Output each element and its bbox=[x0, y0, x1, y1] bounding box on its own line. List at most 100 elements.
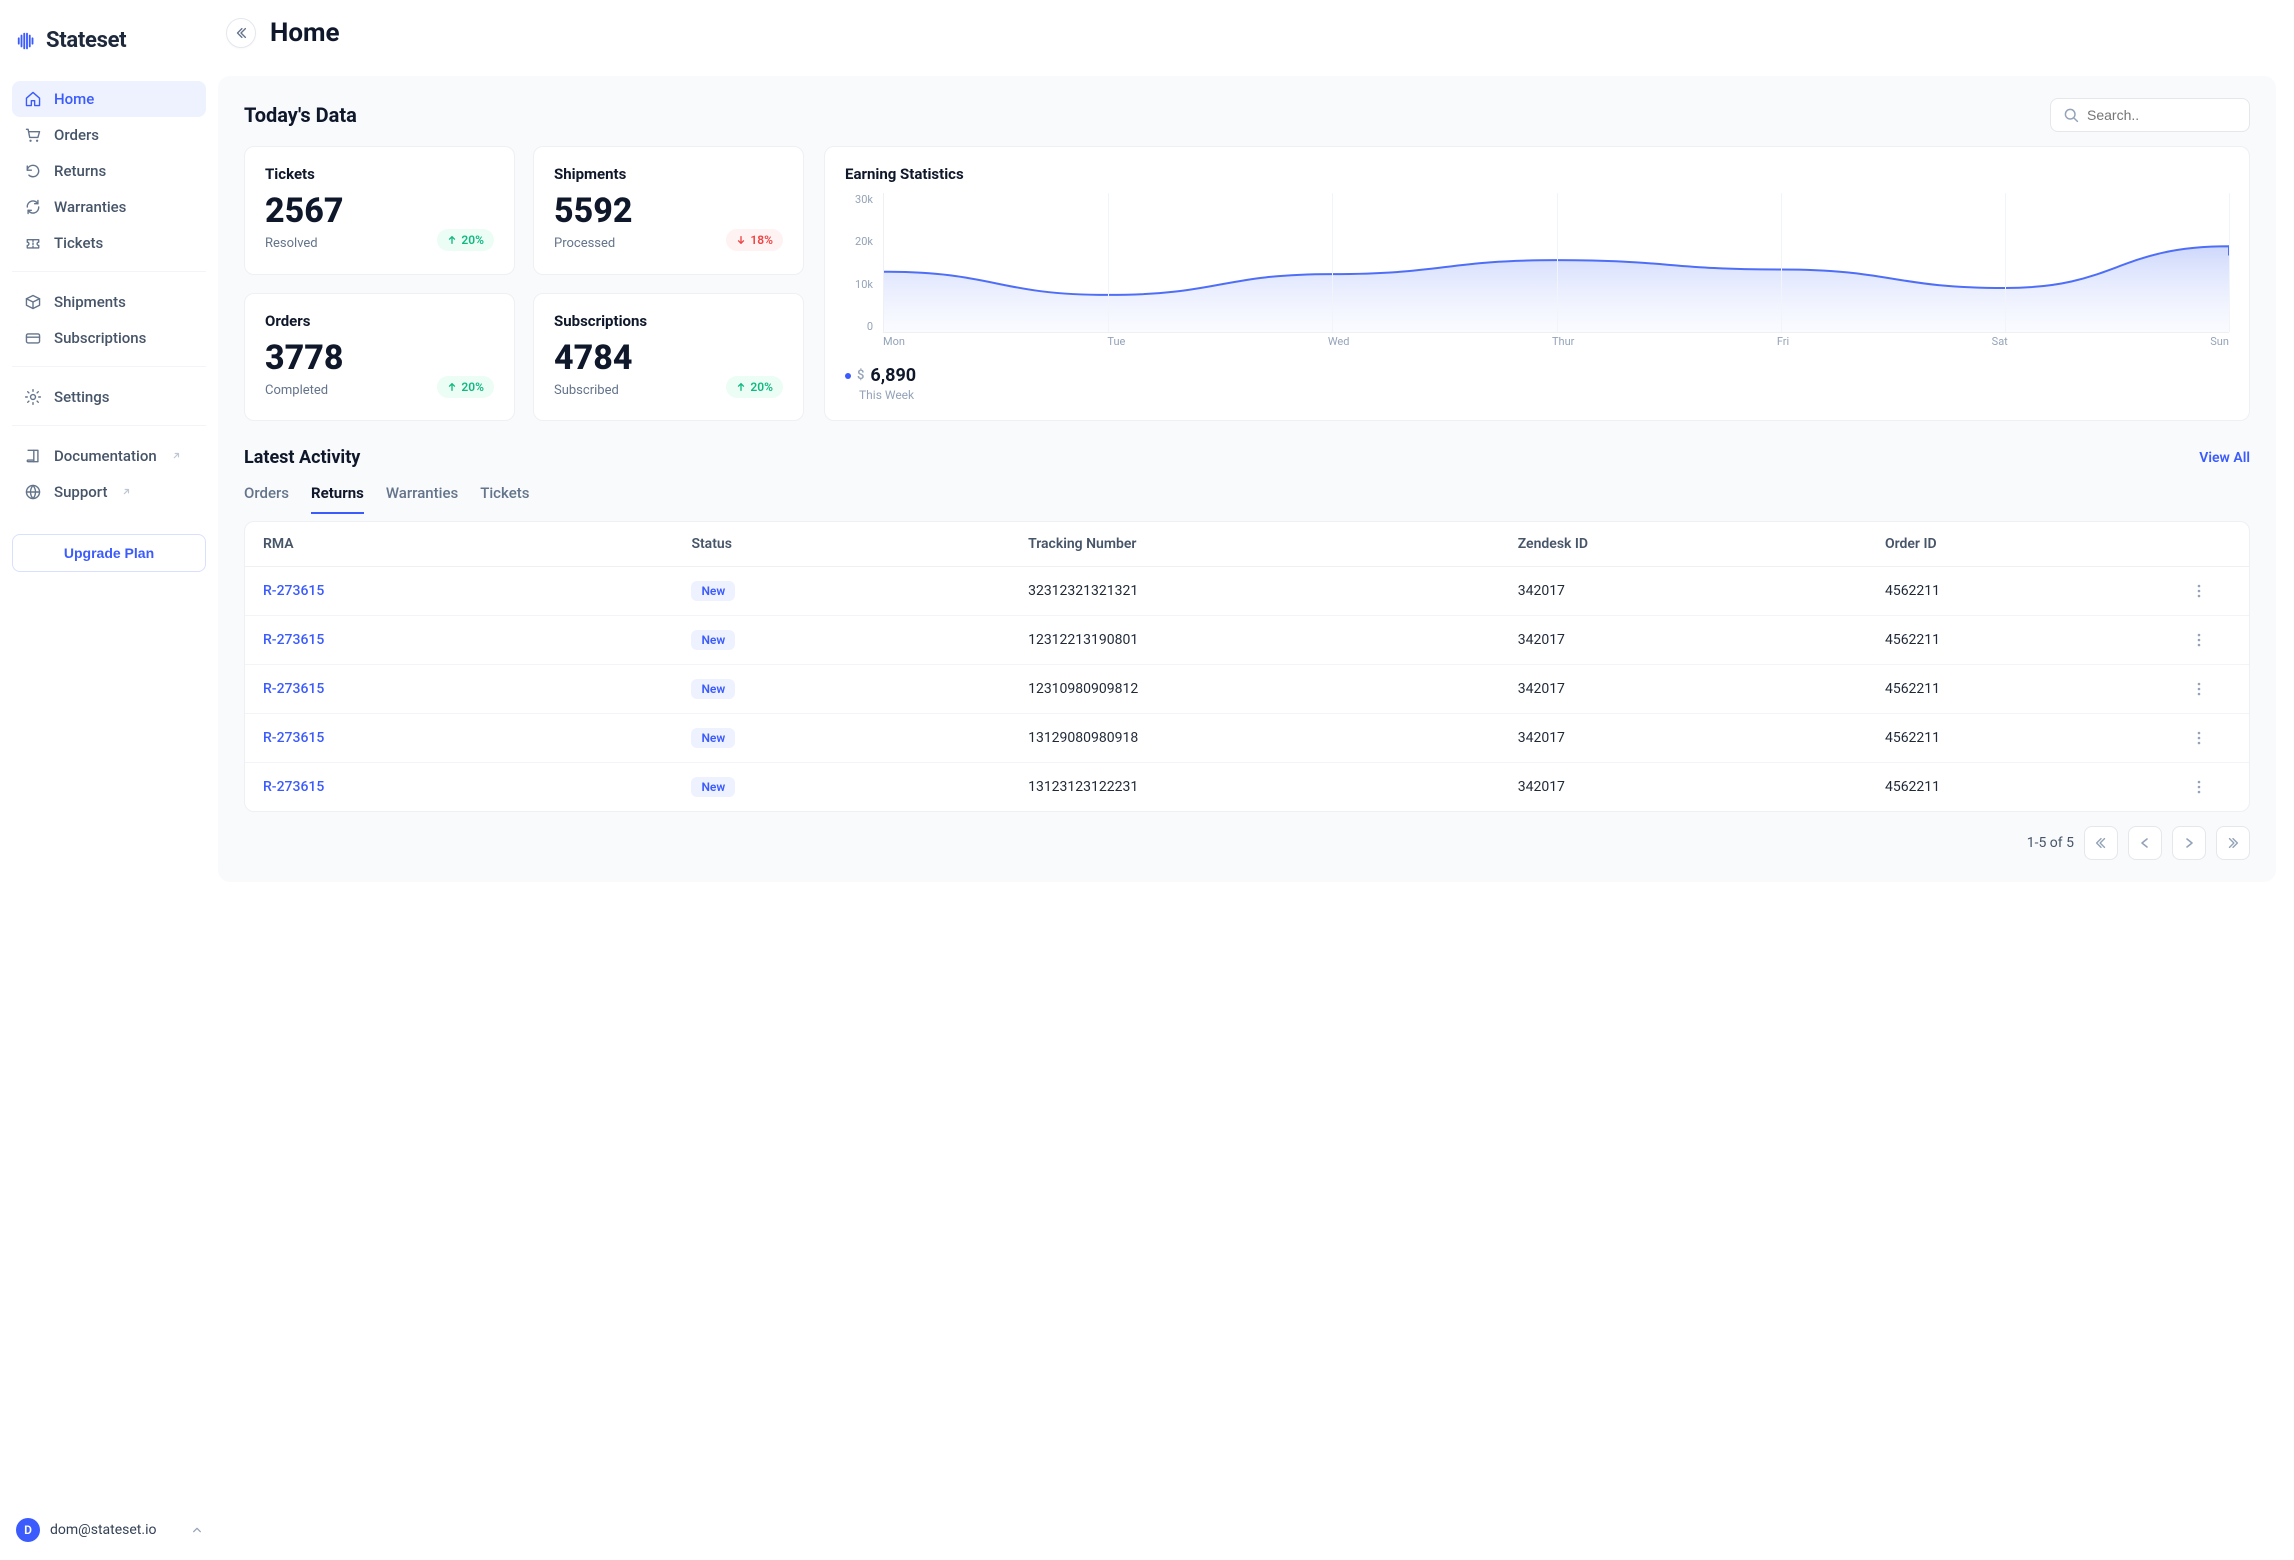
search-input[interactable] bbox=[2087, 107, 2237, 123]
table-col-header: Tracking Number bbox=[1028, 536, 1518, 552]
table-row: R-273615New123122131908013420174562211 bbox=[245, 616, 2249, 665]
chart-y-tick: 20k bbox=[845, 235, 873, 248]
chart-x-tick: Mon bbox=[883, 335, 905, 353]
sidebar-item-documentation[interactable]: Documentation bbox=[12, 438, 206, 474]
kpi-subtext: Processed bbox=[554, 236, 632, 251]
sidebar-item-settings[interactable]: Settings bbox=[12, 379, 206, 415]
row-actions-button[interactable] bbox=[2191, 583, 2231, 599]
refresh-icon bbox=[24, 198, 42, 216]
box-icon bbox=[24, 293, 42, 311]
kpi-title: Orders bbox=[265, 312, 494, 330]
sidebar-item-support[interactable]: Support bbox=[12, 474, 206, 510]
tracking-number: 13129080980918 bbox=[1028, 730, 1518, 746]
chart-amount-value: 6,890 bbox=[870, 365, 916, 386]
zendesk-id: 342017 bbox=[1518, 681, 1885, 697]
table-row: R-273615New323123213213213420174562211 bbox=[245, 567, 2249, 616]
page-prev-button[interactable] bbox=[2128, 826, 2162, 860]
upgrade-plan-button[interactable]: Upgrade Plan bbox=[12, 534, 206, 572]
sidebar-item-label: Shipments bbox=[54, 293, 126, 311]
sidebar-item-shipments[interactable]: Shipments bbox=[12, 284, 206, 320]
home-icon bbox=[24, 90, 42, 108]
chart-area: 30k20k10k0 MonTueWedThurFriSatSun bbox=[845, 193, 2229, 353]
kpi-value: 3778 bbox=[265, 340, 343, 377]
external-link-icon bbox=[121, 487, 131, 497]
ticket-icon bbox=[24, 234, 42, 252]
activity-table: RMAStatusTracking NumberZendesk IDOrder … bbox=[244, 521, 2250, 812]
tab-orders[interactable]: Orders bbox=[244, 478, 289, 514]
rma-link[interactable]: R-273615 bbox=[263, 779, 324, 795]
row-actions-button[interactable] bbox=[2191, 681, 2231, 697]
kpi-delta-badge: 20% bbox=[726, 376, 783, 398]
sidebar-item-label: Documentation bbox=[54, 447, 157, 465]
chart-amount: $ 6,890 bbox=[845, 365, 2229, 386]
status-badge: New bbox=[691, 630, 735, 650]
globe-icon bbox=[24, 483, 42, 501]
chart-currency: $ bbox=[857, 368, 864, 383]
kpi-delta-badge: 20% bbox=[437, 229, 494, 251]
sidebar-item-warranties[interactable]: Warranties bbox=[12, 189, 206, 225]
collapse-sidebar-button[interactable] bbox=[226, 18, 256, 48]
status-badge: New bbox=[691, 728, 735, 748]
card-icon bbox=[24, 329, 42, 347]
tab-tickets[interactable]: Tickets bbox=[480, 478, 529, 514]
kpi-subtext: Completed bbox=[265, 383, 343, 398]
rma-link[interactable]: R-273615 bbox=[263, 730, 324, 746]
chart-x-tick: Thur bbox=[1552, 335, 1574, 353]
kpi-value: 2567 bbox=[265, 193, 343, 230]
sidebar-item-tickets[interactable]: Tickets bbox=[12, 225, 206, 261]
row-actions-button[interactable] bbox=[2191, 632, 2231, 648]
kpi-delta-badge: 18% bbox=[726, 229, 783, 251]
tab-returns[interactable]: Returns bbox=[311, 478, 364, 514]
sidebar-item-label: Settings bbox=[54, 388, 110, 406]
table-col-header: Status bbox=[691, 536, 1028, 552]
search-icon bbox=[2063, 107, 2079, 123]
sidebar-item-home[interactable]: Home bbox=[12, 81, 206, 117]
arrow-down-icon bbox=[736, 235, 746, 245]
arrow-up-icon bbox=[736, 382, 746, 392]
tracking-number: 13123123122231 bbox=[1028, 779, 1518, 795]
kpi-subtext: Subscribed bbox=[554, 383, 632, 398]
chart-x-tick: Sat bbox=[1992, 335, 2008, 353]
today-data-title: Today's Data bbox=[244, 103, 357, 127]
zendesk-id: 342017 bbox=[1518, 779, 1885, 795]
order-id: 4562211 bbox=[1885, 632, 2191, 648]
sidebar: Stateset HomeOrders Returns WarrantiesTick… bbox=[0, 0, 218, 1560]
kpi-title: Shipments bbox=[554, 165, 783, 183]
kpi-delta-value: 20% bbox=[461, 380, 484, 394]
row-actions-button[interactable] bbox=[2191, 730, 2231, 746]
kpi-title: Tickets bbox=[265, 165, 494, 183]
brand-logo-icon bbox=[16, 30, 38, 52]
tab-warranties[interactable]: Warranties bbox=[386, 478, 458, 514]
sidebar-item-subscriptions[interactable]: Subscriptions bbox=[12, 320, 206, 356]
chart-period: This Week bbox=[859, 388, 2229, 402]
page-first-button[interactable] bbox=[2084, 826, 2118, 860]
tracking-number: 12310980909812 bbox=[1028, 681, 1518, 697]
sidebar-item-returns[interactable]: Returns bbox=[12, 153, 206, 189]
view-all-link[interactable]: View All bbox=[2199, 450, 2250, 466]
sidebar-item-orders[interactable]: Orders bbox=[12, 117, 206, 153]
page-next-button[interactable] bbox=[2172, 826, 2206, 860]
rma-link[interactable]: R-273615 bbox=[263, 583, 324, 599]
table-col-header: RMA bbox=[263, 536, 691, 552]
search-box[interactable] bbox=[2050, 98, 2250, 132]
page-last-button[interactable] bbox=[2216, 826, 2250, 860]
table-col-header: Order ID bbox=[1885, 536, 2191, 552]
chart-y-tick: 30k bbox=[845, 193, 873, 206]
chart-y-tick: 10k bbox=[845, 278, 873, 291]
user-menu[interactable]: D dom@stateset.io bbox=[0, 1502, 218, 1560]
rma-link[interactable]: R-273615 bbox=[263, 632, 324, 648]
tracking-number: 32312321321321 bbox=[1028, 583, 1518, 599]
rma-link[interactable]: R-273615 bbox=[263, 681, 324, 697]
chart-x-tick: Fri bbox=[1777, 335, 1789, 353]
sidebar-item-label: Subscriptions bbox=[54, 329, 146, 347]
cart-icon bbox=[24, 126, 42, 144]
table-row: R-273615New131231231222313420174562211 bbox=[245, 763, 2249, 811]
latest-activity-title: Latest Activity bbox=[244, 447, 360, 468]
undo-icon bbox=[24, 162, 42, 180]
sidebar-item-label: Returns bbox=[54, 162, 106, 180]
caret-up-icon bbox=[192, 1525, 202, 1535]
brand[interactable]: Stateset bbox=[0, 0, 218, 73]
order-id: 4562211 bbox=[1885, 730, 2191, 746]
row-actions-button[interactable] bbox=[2191, 779, 2231, 795]
zendesk-id: 342017 bbox=[1518, 632, 1885, 648]
